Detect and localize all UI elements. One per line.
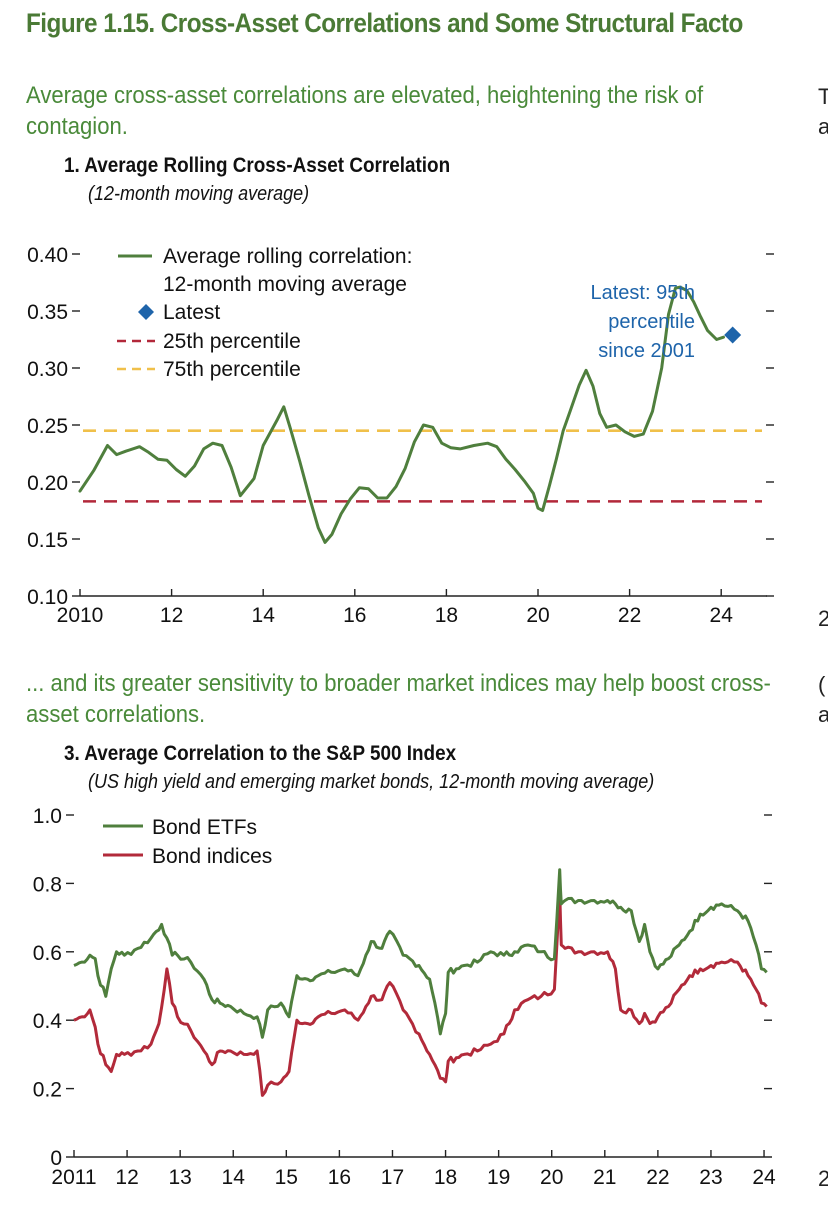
x-tick-label: 19 (487, 1166, 510, 1189)
y-tick-label: 0.2 (33, 1079, 62, 1102)
x-tick-label: 18 (435, 604, 458, 627)
y-tick-label: 0.25 (27, 415, 68, 438)
x-tick-label: 14 (222, 1166, 246, 1189)
panel3-subtitle: (US high yield and emerging market bonds… (88, 771, 655, 793)
annotation-line: Latest: 95th (590, 282, 695, 304)
panel1-subheading: Average cross-asset correlations are ele… (26, 82, 704, 140)
y-tick-label: 0.35 (27, 301, 68, 324)
legend-label: 12-month moving average (163, 273, 407, 296)
x-tick-label: 22 (618, 604, 641, 627)
latest-annotation: Latest: 95th percentile since 2001 (590, 282, 695, 362)
x-tick-label: 13 (168, 1166, 191, 1189)
legend-label: Average rolling correlation: (163, 245, 412, 268)
x-tick-label: 20 (526, 604, 549, 627)
legend-label: 75th percentile (163, 358, 301, 381)
y-tick-label: 0.4 (33, 1010, 63, 1033)
legend-swatch-diamond (138, 304, 154, 320)
legend-label: 25th percentile (163, 330, 301, 353)
x-tick-label: 12 (115, 1166, 138, 1189)
x-tick-label: 20 (540, 1166, 563, 1189)
y-tick-label: 0 (50, 1147, 62, 1170)
series-line-bond-etfs (73, 868, 768, 1039)
series-line-bond-indices (73, 888, 768, 1097)
annotation-line: since 2001 (598, 340, 695, 362)
x-tick-label: 2011 (51, 1166, 96, 1189)
edge-glyph: ( (818, 672, 826, 697)
y-tick-label: 1.0 (33, 805, 62, 828)
chart3-legend: Bond ETFs Bond indices (103, 816, 272, 868)
x-tick-label: 14 (252, 604, 276, 627)
legend-label: Bond indices (152, 845, 272, 868)
y-tick-label: 0.8 (33, 873, 62, 896)
y-tick-label: 0.30 (27, 358, 68, 381)
panel1-title: 1. Average Rolling Cross-Asset Correlati… (64, 154, 451, 177)
x-tick-label: 18 (434, 1166, 457, 1189)
x-tick-label: 16 (328, 1166, 351, 1189)
annotation-line: percentile (608, 311, 695, 333)
x-tick-label: 16 (343, 604, 366, 627)
chart-average-rolling-correlation: 0.10 0.15 0.20 0.25 0.30 0.35 0.40 2010 12 14 16 18… (27, 244, 774, 627)
x-tick-label: 24 (710, 604, 734, 627)
x-tick-label: 22 (646, 1166, 669, 1189)
x-tick-label: 2010 (57, 604, 104, 627)
edge-glyph: 2 (818, 1166, 828, 1191)
x-tick-label: 24 (752, 1166, 776, 1189)
x-tick-label: 21 (593, 1166, 616, 1189)
chart1-legend: Average rolling correlation: 12-month mov… (117, 245, 412, 381)
series-line-average-rolling-correlation (78, 285, 725, 544)
x-tick-label: 15 (275, 1166, 298, 1189)
panel3-title: 3. Average Correlation to the S&P 500 In… (64, 742, 457, 765)
legend-label: Bond ETFs (152, 816, 257, 839)
y-tick-label: 0.20 (27, 472, 68, 495)
x-tick-label: 23 (699, 1166, 722, 1189)
edge-glyph: T (818, 84, 828, 109)
y-tick-label: 0.15 (27, 529, 68, 552)
edge-glyph: a (818, 114, 828, 139)
y-tick-label: 0.6 (33, 942, 62, 965)
chart-correlation-to-sp500: 0 0.2 0.4 0.6 0.8 1.0 2011 12 13 14 15 16 17 18 19 20 21… (33, 805, 776, 1189)
edge-glyph: a (818, 702, 828, 727)
panel1-subtitle: (12-month moving average) (88, 183, 310, 205)
panel3-subheading: ... and its greater sensitivity to broad… (26, 670, 771, 728)
x-tick-label: 17 (381, 1166, 404, 1189)
figure-title: Figure 1.15. Cross-Asset Correlations an… (26, 8, 743, 38)
legend-label: Latest (163, 301, 220, 324)
latest-marker (724, 326, 742, 344)
y-tick-label: 0.40 (27, 244, 68, 267)
y-tick-label: 0.10 (27, 586, 68, 609)
x-tick-label: 12 (160, 604, 183, 627)
edge-glyph: 2 (818, 606, 828, 631)
